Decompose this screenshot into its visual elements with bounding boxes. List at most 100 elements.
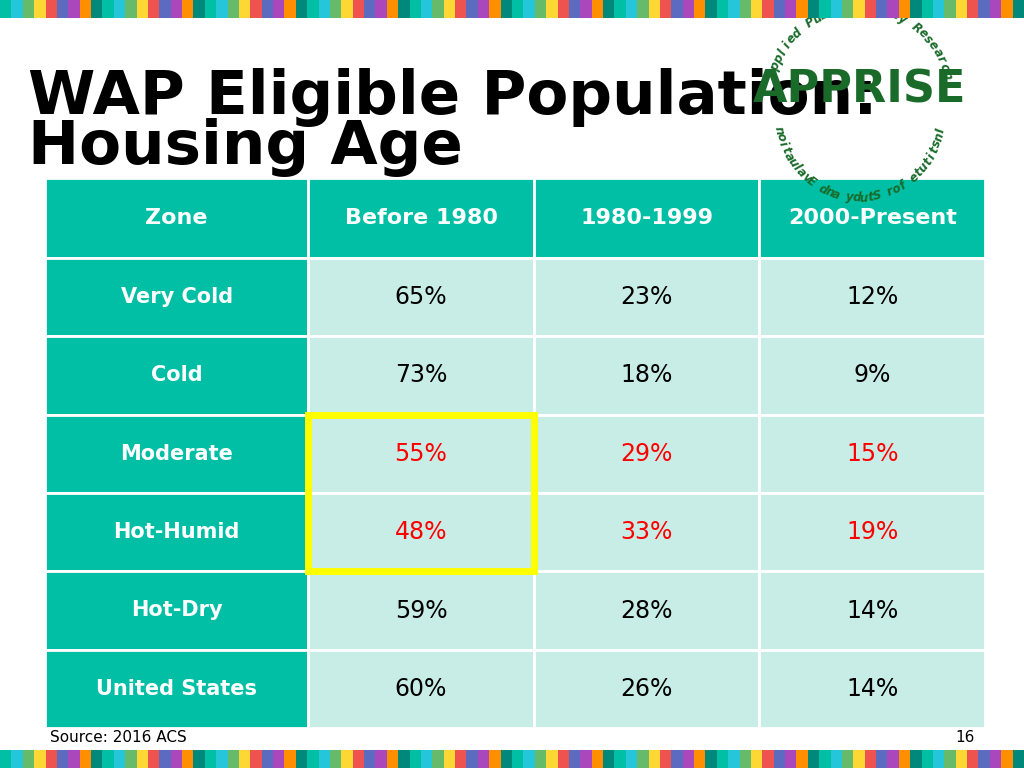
Bar [774, 750, 785, 768]
Bar [0, 750, 11, 768]
Text: Cold: Cold [151, 366, 203, 386]
Bar [478, 0, 489, 18]
Text: u: u [810, 12, 824, 27]
Bar [842, 0, 853, 18]
Bar [672, 750, 683, 768]
Text: o: o [890, 182, 903, 197]
Text: A: A [766, 68, 780, 81]
Text: 55%: 55% [394, 442, 447, 466]
Text: i: i [837, 4, 843, 17]
Bar [23, 750, 34, 768]
Bar [1001, 750, 1013, 768]
Text: l: l [877, 4, 884, 17]
Bar [318, 0, 330, 18]
Bar [910, 0, 922, 18]
Text: a: a [930, 45, 945, 59]
Bar [69, 750, 80, 768]
Bar [467, 0, 478, 18]
Bar [877, 750, 888, 768]
Bar [899, 0, 910, 18]
Bar [250, 750, 262, 768]
Bar [365, 750, 376, 768]
Text: h: h [940, 69, 954, 81]
Bar [80, 0, 91, 18]
Text: 33%: 33% [621, 520, 673, 545]
Bar [308, 493, 534, 571]
Bar [182, 0, 194, 18]
Bar [603, 0, 614, 18]
Text: e: e [915, 26, 930, 41]
Bar [239, 0, 250, 18]
Text: e: e [784, 31, 800, 46]
Bar [443, 750, 455, 768]
Text: 59%: 59% [394, 598, 447, 623]
Bar [694, 750, 706, 768]
Bar [410, 750, 421, 768]
Bar [760, 493, 985, 571]
Text: 73%: 73% [395, 363, 447, 388]
Bar [489, 0, 501, 18]
Bar [648, 0, 659, 18]
Bar [523, 0, 535, 18]
Bar [330, 0, 341, 18]
Text: 14%: 14% [846, 677, 898, 701]
Bar [819, 0, 830, 18]
Text: WAP Eligible Population:: WAP Eligible Population: [28, 68, 878, 127]
Bar [751, 750, 762, 768]
Bar [648, 750, 659, 768]
Bar [659, 750, 672, 768]
Bar [410, 0, 421, 18]
Text: s: s [930, 138, 944, 149]
Bar [136, 0, 147, 18]
Text: c: c [890, 8, 901, 23]
Bar [262, 750, 273, 768]
Bar [421, 0, 432, 18]
Bar [45, 571, 308, 650]
Bar [706, 0, 717, 18]
Bar [216, 750, 227, 768]
Bar [308, 258, 534, 336]
Bar [57, 0, 69, 18]
Text: f: f [897, 179, 908, 193]
Bar [762, 0, 774, 18]
Text: 12%: 12% [846, 285, 898, 310]
Text: 16: 16 [955, 730, 975, 746]
Bar [45, 750, 57, 768]
Bar [308, 571, 534, 650]
Text: d: d [816, 181, 829, 197]
Bar [102, 750, 114, 768]
Text: e: e [926, 38, 941, 52]
Bar [637, 0, 648, 18]
Bar [80, 750, 91, 768]
Text: 1980-1999: 1980-1999 [581, 208, 713, 228]
Bar [592, 750, 603, 768]
Bar [296, 0, 307, 18]
Bar [216, 0, 227, 18]
Bar [523, 750, 535, 768]
Text: 23%: 23% [621, 285, 673, 310]
Text: c: c [937, 61, 951, 72]
Bar [365, 0, 376, 18]
Bar [534, 571, 760, 650]
Text: 14%: 14% [846, 598, 898, 623]
Bar [205, 750, 216, 768]
Bar [194, 0, 205, 18]
Text: 15%: 15% [846, 442, 898, 466]
Bar [443, 0, 455, 18]
Text: APPRISE: APPRISE [754, 68, 967, 111]
Bar [147, 750, 160, 768]
Bar [797, 750, 808, 768]
Text: Hot-Dry: Hot-Dry [131, 601, 222, 621]
Bar [739, 0, 751, 18]
Bar [760, 178, 985, 258]
Bar [318, 750, 330, 768]
Bar [398, 0, 410, 18]
Bar [830, 0, 842, 18]
Text: l: l [828, 5, 836, 19]
Bar [273, 750, 285, 768]
Bar [535, 0, 546, 18]
Bar [659, 0, 672, 18]
Bar [534, 493, 760, 571]
Text: b: b [818, 8, 830, 23]
Text: R: R [909, 20, 924, 36]
